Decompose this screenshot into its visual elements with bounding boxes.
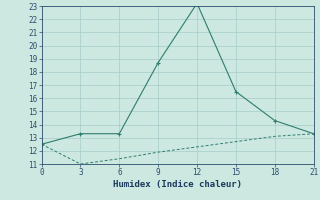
X-axis label: Humidex (Indice chaleur): Humidex (Indice chaleur) [113, 180, 242, 189]
